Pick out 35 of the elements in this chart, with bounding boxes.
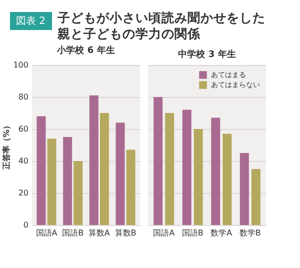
x-tick-label: 算数A: [88, 228, 110, 238]
bar: [74, 161, 83, 225]
bar: [100, 113, 109, 225]
y-tick-label: 40: [18, 156, 28, 166]
x-tick-label: 国語A: [153, 228, 176, 238]
bar: [126, 150, 136, 225]
x-tick-label: 算数B: [114, 228, 136, 238]
x-tick-label: 数学A: [210, 228, 233, 238]
bar: [116, 122, 125, 225]
bar: [251, 169, 260, 225]
bar: [211, 118, 220, 225]
bar: [89, 95, 98, 225]
y-tick-label: 80: [18, 92, 28, 102]
chart-title: 子どもが小さい頃読み聞かせをした親と子どもの学力の関係: [58, 10, 267, 42]
bar: [36, 116, 46, 225]
y-tick-label: 0: [23, 220, 28, 230]
bar: [182, 110, 192, 225]
y-tick-label: 100: [13, 60, 28, 70]
text: 図表 2: [10, 12, 52, 30]
x-tick-label: 国語B: [62, 228, 84, 238]
bar: [154, 97, 163, 225]
x-tick-label: 国語A: [36, 228, 58, 238]
bar: [47, 138, 56, 225]
bar: [165, 113, 174, 225]
bar: [222, 134, 232, 225]
bar: [194, 129, 203, 225]
chart-subtitle: 小学校 6 年生: [56, 45, 115, 56]
bar: [63, 137, 72, 225]
y-tick-label: 20: [18, 188, 28, 198]
x-tick-label: 数学B: [239, 228, 261, 238]
x-tick-label: 国語B: [182, 228, 204, 238]
y-axis-title: 正答率（%）: [1, 121, 12, 171]
bar: [240, 153, 249, 225]
y-tick-label: 60: [18, 124, 28, 134]
chart-title: 中学校 3 年生: [178, 49, 236, 60]
